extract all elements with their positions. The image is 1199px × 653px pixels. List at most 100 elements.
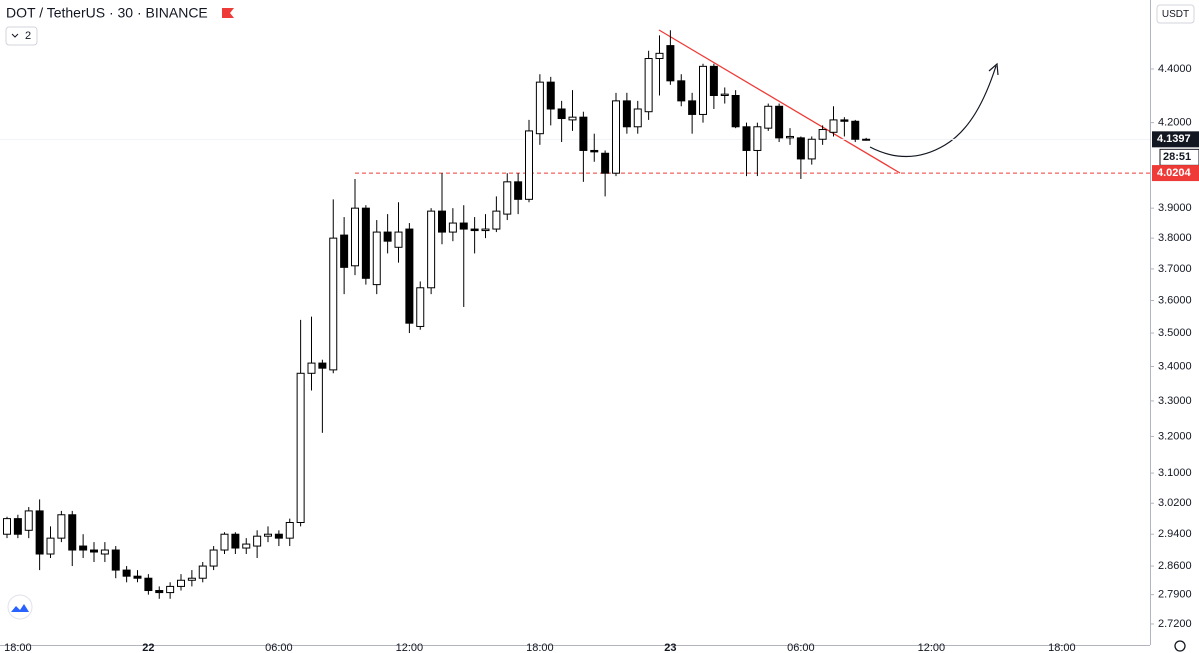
candle-body bbox=[438, 210, 446, 233]
trend-line bbox=[658, 29, 901, 174]
level-label: 4.0204 bbox=[1157, 167, 1192, 179]
candle-body bbox=[57, 514, 66, 539]
candle-body bbox=[274, 533, 283, 539]
chart-title: DOT / TetherUS · 30 · BINANCE bbox=[6, 5, 208, 21]
candle-body bbox=[68, 514, 77, 551]
candle-body bbox=[731, 94, 740, 128]
y-tick-label: 3.9000 bbox=[1158, 202, 1192, 214]
candle-body bbox=[3, 518, 11, 535]
candle-body bbox=[100, 549, 109, 555]
level-badge bbox=[1152, 165, 1199, 182]
logo-mark bbox=[11, 604, 29, 612]
candle-body bbox=[786, 135, 794, 139]
candle-body bbox=[742, 126, 751, 151]
candle-body bbox=[818, 129, 827, 140]
candle-body bbox=[796, 137, 805, 160]
candle-body bbox=[166, 585, 175, 594]
candle-body bbox=[361, 207, 370, 279]
y-tick-label: 3.2000 bbox=[1158, 430, 1192, 442]
candle-body bbox=[231, 533, 240, 549]
candle-body bbox=[144, 577, 153, 592]
candle-body bbox=[329, 237, 338, 371]
candle-body bbox=[612, 100, 620, 174]
candle-body bbox=[666, 45, 675, 82]
y-tick-label: 4.4000 bbox=[1158, 63, 1192, 75]
candle-body bbox=[394, 231, 403, 248]
candle-body bbox=[633, 108, 642, 128]
y-tick-label: 3.1000 bbox=[1158, 467, 1192, 479]
candle-body bbox=[590, 149, 599, 153]
candle-body bbox=[470, 228, 479, 232]
candle-body bbox=[318, 362, 327, 369]
indicator-toggle[interactable] bbox=[5, 26, 38, 46]
countdown-label: 28:51 bbox=[1163, 151, 1191, 163]
candle-body bbox=[253, 535, 262, 547]
candle-body bbox=[764, 105, 773, 129]
candle-body bbox=[688, 100, 697, 115]
y-tick-label: 3.4000 bbox=[1158, 360, 1192, 372]
candle-body bbox=[416, 287, 425, 327]
candle-body bbox=[24, 510, 33, 531]
settings-icon[interactable] bbox=[1174, 640, 1186, 652]
y-tick-label: 2.8600 bbox=[1158, 560, 1192, 572]
x-tick-label: 12:00 bbox=[396, 642, 424, 653]
candle-body bbox=[155, 590, 164, 594]
candle-body bbox=[655, 52, 664, 60]
candle-body bbox=[851, 120, 860, 140]
y-tick-label: 3.6000 bbox=[1158, 294, 1192, 306]
candle-body bbox=[459, 222, 468, 230]
candle-body bbox=[601, 152, 610, 174]
y-tick-label: 3.0200 bbox=[1158, 497, 1192, 509]
candle-body bbox=[285, 522, 294, 539]
candle-body bbox=[90, 549, 98, 553]
arrow-head bbox=[988, 62, 999, 76]
y-tick-label: 3.5000 bbox=[1158, 327, 1192, 339]
candle-body bbox=[568, 116, 577, 121]
y-tick-label: 2.7900 bbox=[1158, 589, 1192, 601]
candle-body bbox=[525, 130, 533, 200]
candle-body bbox=[340, 234, 349, 268]
y-tick-label: 3.8000 bbox=[1158, 232, 1192, 244]
candle-body bbox=[187, 577, 196, 581]
candle-body bbox=[840, 119, 849, 122]
x-tick-label: 12:00 bbox=[918, 642, 946, 653]
candle-body bbox=[383, 231, 392, 242]
candle-body bbox=[79, 545, 88, 551]
candle-body bbox=[503, 181, 512, 215]
candle-body bbox=[829, 119, 838, 133]
candle-body bbox=[427, 210, 436, 289]
x-tick-label: 06:00 bbox=[265, 642, 293, 653]
x-tick-label: 23 bbox=[664, 642, 676, 653]
candle-body bbox=[198, 565, 207, 579]
candle-body bbox=[720, 93, 729, 96]
last-price-badge bbox=[1152, 131, 1199, 148]
candle-body bbox=[492, 210, 501, 230]
x-tick-label: 18:00 bbox=[4, 642, 32, 653]
candle-body bbox=[448, 222, 457, 233]
candle-body bbox=[709, 65, 718, 96]
indicator-count: 2 bbox=[25, 30, 31, 42]
candle-body bbox=[677, 80, 686, 102]
x-tick-label: 06:00 bbox=[787, 642, 815, 653]
candle-body bbox=[133, 575, 142, 579]
candle-body bbox=[753, 126, 762, 151]
candle-body bbox=[535, 81, 544, 135]
candle-body bbox=[122, 569, 131, 577]
candle-body bbox=[372, 231, 381, 286]
candle-body bbox=[264, 533, 272, 537]
x-tick-label: 18:00 bbox=[1048, 642, 1076, 653]
chevron-icon bbox=[11, 33, 19, 38]
candle-body bbox=[557, 108, 566, 120]
candle-body bbox=[351, 207, 359, 267]
candle-body bbox=[296, 372, 305, 524]
y-tick-label: 2.7200 bbox=[1158, 618, 1192, 630]
x-tick-label: 22 bbox=[142, 642, 154, 653]
flag-icon[interactable] bbox=[222, 8, 234, 18]
candle-body bbox=[699, 65, 707, 115]
logo[interactable] bbox=[7, 594, 33, 620]
currency-button[interactable] bbox=[1156, 4, 1195, 24]
currency-label: USDT bbox=[1162, 9, 1189, 20]
